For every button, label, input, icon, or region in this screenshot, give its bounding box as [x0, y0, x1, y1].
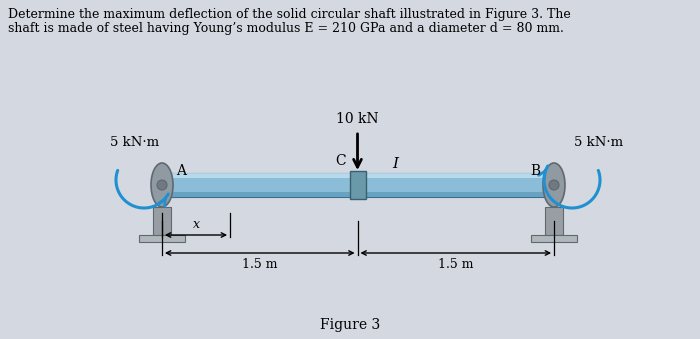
Text: Determine the maximum deflection of the solid circular shaft illustrated in Figu: Determine the maximum deflection of the …	[8, 8, 570, 21]
Bar	[545, 207, 563, 235]
Ellipse shape	[543, 163, 565, 207]
Polygon shape	[155, 173, 560, 197]
Text: A: A	[176, 164, 186, 178]
Bar	[153, 207, 171, 235]
Bar	[531, 235, 577, 242]
Polygon shape	[155, 173, 560, 178]
Text: 1.5 m: 1.5 m	[438, 258, 473, 271]
Text: C: C	[335, 154, 346, 168]
Bar	[349, 171, 365, 199]
Text: 5 kN·m: 5 kN·m	[110, 137, 159, 149]
Ellipse shape	[151, 163, 173, 207]
Text: I: I	[393, 157, 398, 171]
Text: Figure 3: Figure 3	[320, 318, 380, 332]
Text: 5 kN·m: 5 kN·m	[574, 137, 623, 149]
Bar	[139, 235, 185, 242]
Ellipse shape	[549, 180, 559, 190]
Text: B: B	[530, 164, 540, 178]
Text: shaft is made of steel having Young’s modulus E = 210 GPa and a diameter d = 80 : shaft is made of steel having Young’s mo…	[8, 22, 564, 35]
Ellipse shape	[157, 180, 167, 190]
Text: 10 kN: 10 kN	[336, 112, 379, 126]
Text: 1.5 m: 1.5 m	[242, 258, 277, 271]
Polygon shape	[155, 192, 560, 197]
Text: x: x	[193, 218, 200, 231]
